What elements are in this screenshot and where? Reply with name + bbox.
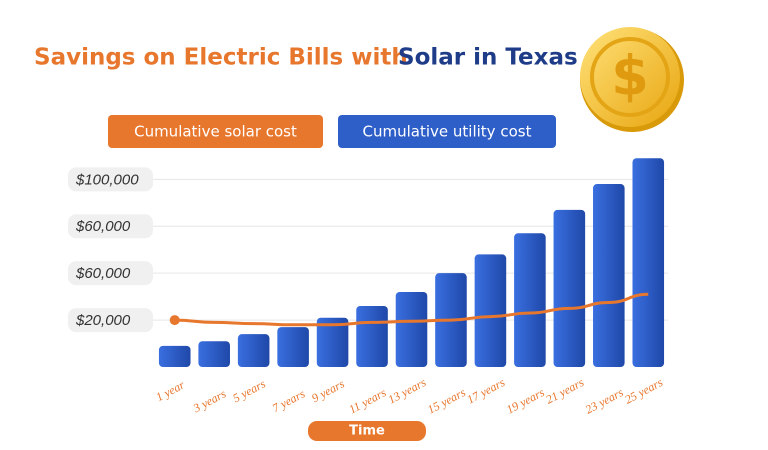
x-tick-label: 17 years [464, 375, 507, 407]
y-tick-label: $100,000 [75, 171, 139, 188]
y-tick-pill [68, 167, 153, 192]
bar [356, 306, 388, 367]
chart-title: Solar in Texas [398, 45, 578, 71]
x-tick-label: 15 years [425, 385, 468, 417]
bar [395, 291, 428, 367]
line [174, 292, 649, 327]
x-tick-label: 7 years [270, 386, 308, 415]
bar [553, 209, 586, 367]
bar [474, 254, 507, 367]
y-tick-pill [68, 214, 153, 239]
x-tick-label: 19 years [504, 385, 547, 417]
y-tick-label: $60,000 [75, 218, 131, 235]
y-tick-label: $20,000 [75, 312, 131, 329]
legend-item [108, 115, 323, 148]
bar [316, 317, 349, 367]
bar [277, 327, 309, 367]
svg-text:$: $ [611, 45, 649, 108]
x-tick-label: 3 years [190, 386, 229, 415]
x-tick-label: 21 years [543, 375, 586, 407]
x-tick-label: 13 years [386, 375, 429, 407]
y-tick-label: $60,000 [75, 265, 131, 282]
x-tick-label: 5 years [230, 376, 268, 405]
y-tick-pill [68, 308, 153, 333]
x-tick-label: 25 years [622, 375, 665, 407]
bar [514, 233, 546, 367]
bar [593, 184, 625, 367]
chart-title: Savings on Electric Bills with [34, 45, 408, 71]
x-tick-label: 11 years [346, 385, 388, 416]
legend-label: Cumulative utility cost [363, 123, 532, 141]
x-axis-label: Time [349, 424, 385, 439]
x-tick-label: 9 years [309, 376, 347, 405]
bar [158, 345, 191, 367]
x-tick-label: 23 years [583, 385, 626, 417]
legend-item [338, 115, 556, 148]
bar [632, 158, 665, 367]
y-tick-pill [68, 261, 153, 286]
line-start-dot [169, 315, 180, 326]
x-tick-label: 1 year [153, 377, 187, 404]
bar [237, 334, 270, 367]
coin-icon: $ [580, 27, 684, 132]
x-axis-label-pill [308, 421, 426, 441]
bar [198, 341, 230, 367]
legend-label: Cumulative solar cost [134, 123, 297, 141]
